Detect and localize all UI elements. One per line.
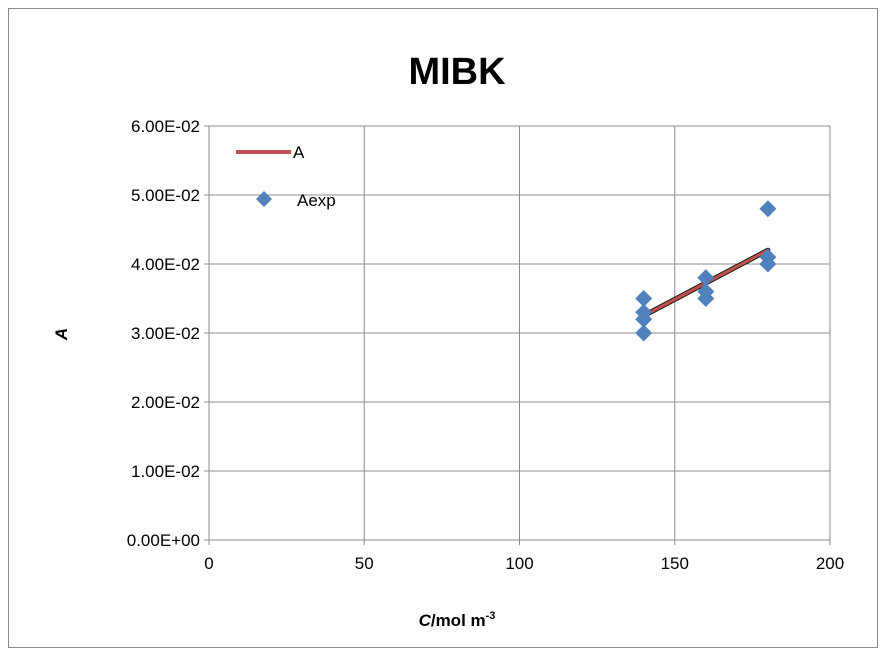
data-point-aexp [697,290,715,307]
y-tick-label: 6.00E-02 [131,117,200,136]
y-axis-title: A [52,328,71,341]
data-point-aexp [635,290,653,307]
x-tick-label: 50 [355,554,374,573]
legend-label-aexp: Aexp [297,191,336,210]
chart-title: MIBK [408,51,506,93]
y-tick-label: 0.00E+00 [127,531,200,550]
series-layer [635,200,777,342]
x-tick-label: 100 [505,554,533,573]
x-axis-title-unit: /mol m [431,611,486,630]
x-axis-title: C/mol m-3 [419,610,496,630]
y-tick-label: 3.00E-02 [131,324,200,343]
data-point-aexp [697,269,715,287]
tick-label-layer: 0.00E+00 1.00E-02 2.00E-02 3.00E-02 4.00E-02… [127,117,844,573]
y-tick-label: 2.00E-02 [131,393,200,412]
data-point-aexp [759,255,777,273]
chart-frame: 0.00E+00 1.00E-02 2.00E-02 3.00E-02 4.00E-02… [8,8,878,648]
x-tick-label: 0 [204,554,213,573]
y-tick-label: 1.00E-02 [131,462,200,481]
legend: A Aexp [236,143,336,210]
data-point-aexp [635,324,653,342]
grid-layer [204,125,831,545]
x-tick-label: 200 [816,554,844,573]
x-axis-title-main: C [419,611,432,630]
legend-marker-swatch-aexp [256,191,272,207]
y-tick-label: 4.00E-02 [131,255,200,274]
chart-svg: 0.00E+00 1.00E-02 2.00E-02 3.00E-02 4.00E-02… [52,51,844,630]
x-axis-title-exponent: -3 [486,610,496,622]
x-tick-label: 150 [661,554,689,573]
y-tick-label: 5.00E-02 [131,186,200,205]
legend-label-a: A [293,143,305,162]
data-point-aexp [759,200,777,218]
data-point-aexp [635,310,653,328]
